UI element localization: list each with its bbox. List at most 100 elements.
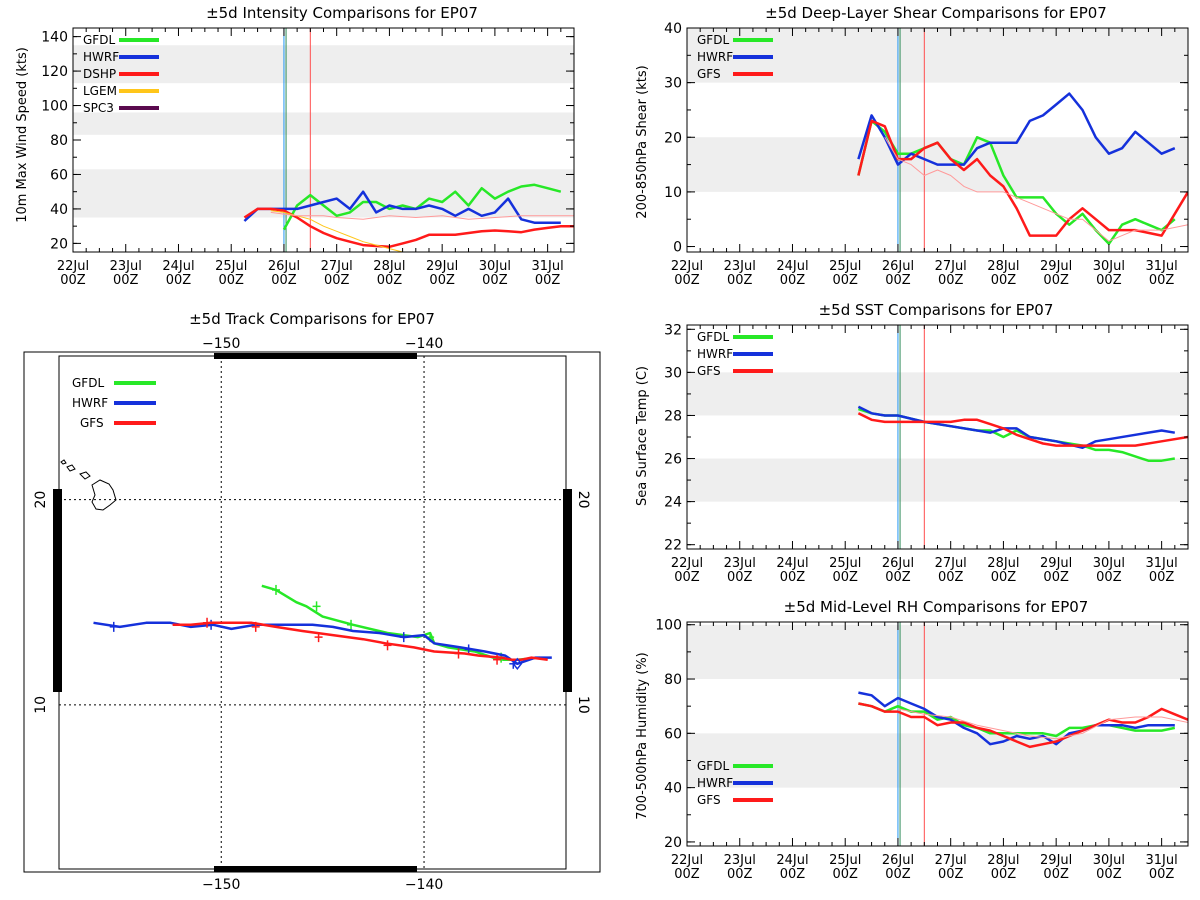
legend-label: GFS bbox=[80, 416, 104, 430]
shaded-band bbox=[73, 169, 574, 218]
x-tick-label-time: 00Z bbox=[938, 273, 964, 288]
shaded-band bbox=[73, 112, 574, 135]
x-tick-label: 28Jul bbox=[987, 853, 1019, 868]
x-tick-label: 31Jul bbox=[1146, 853, 1178, 868]
x-tick-label: 25Jul bbox=[215, 259, 247, 274]
series-line-dshp bbox=[243, 207, 574, 249]
y-tick-label: 100 bbox=[41, 99, 68, 115]
y-tick-label: 26 bbox=[664, 452, 682, 468]
lat-label-right: 20 bbox=[575, 491, 591, 509]
chart-title: ±5d Mid-Level RH Comparisons for EP07 bbox=[784, 598, 1089, 616]
x-tick-label: 22Jul bbox=[671, 259, 703, 274]
legend-label: GFDL bbox=[72, 376, 104, 390]
legend-label: DSHP bbox=[83, 67, 116, 81]
x-tick-label: 23Jul bbox=[724, 556, 756, 571]
x-tick-label-time: 00Z bbox=[166, 273, 192, 288]
lon-label-bottom: −140 bbox=[405, 877, 443, 893]
x-tick-label-time: 00Z bbox=[271, 273, 297, 288]
x-tick-label-time: 00Z bbox=[991, 570, 1017, 585]
lon-label-bottom: −150 bbox=[202, 877, 240, 893]
x-tick-label: 26Jul bbox=[882, 556, 914, 571]
lon-label-top: −150 bbox=[202, 336, 240, 352]
x-tick-label: 24Jul bbox=[776, 259, 808, 274]
x-tick-label: 23Jul bbox=[724, 853, 756, 868]
shaded-band bbox=[687, 458, 1188, 502]
x-tick-label: 29Jul bbox=[1040, 556, 1072, 571]
x-tick-label-time: 00Z bbox=[727, 570, 753, 585]
x-tick-label-time: 00Z bbox=[832, 570, 858, 585]
x-tick-label: 26Jul bbox=[882, 259, 914, 274]
series-line-gfs bbox=[857, 412, 1188, 447]
legend-label: SPC3 bbox=[83, 101, 114, 115]
series-line-gfs-prev bbox=[884, 137, 1188, 242]
x-tick-label-time: 00Z bbox=[885, 570, 911, 585]
legend-label: HWRF bbox=[697, 776, 733, 790]
legend-label: LGEM bbox=[83, 84, 117, 98]
y-tick-label: 40 bbox=[664, 781, 682, 797]
x-tick-label-time: 00Z bbox=[674, 570, 700, 585]
chart-title: ±5d Deep-Layer Shear Comparisons for EP0… bbox=[765, 4, 1107, 22]
plot-frame bbox=[686, 324, 1189, 550]
x-tick-label-time: 00Z bbox=[482, 273, 508, 288]
x-tick-label-time: 00Z bbox=[1043, 273, 1069, 288]
x-tick-label-time: 00Z bbox=[1096, 570, 1122, 585]
x-tick-label-time: 00Z bbox=[938, 570, 964, 585]
x-tick-label: 25Jul bbox=[829, 259, 861, 274]
x-tick-label-time: 00Z bbox=[885, 867, 911, 882]
legend-label: GFS bbox=[697, 67, 721, 81]
oahu-island-icon bbox=[66, 464, 76, 472]
y-tick-label: 10 bbox=[664, 185, 682, 201]
x-tick-label: 31Jul bbox=[532, 259, 564, 274]
map-border-right bbox=[563, 489, 572, 692]
x-tick-label: 27Jul bbox=[935, 259, 967, 274]
x-tick-label-time: 00Z bbox=[1043, 867, 1069, 882]
y-tick-label: 60 bbox=[664, 726, 682, 742]
series-line-gfs bbox=[858, 702, 1188, 749]
y-axis-label: 200-850hPa Shear (kts) bbox=[635, 65, 650, 218]
x-tick-label-time: 00Z bbox=[885, 273, 911, 288]
x-tick-label-time: 00Z bbox=[674, 273, 700, 288]
x-tick-label-time: 00Z bbox=[429, 273, 455, 288]
shaded-band bbox=[73, 45, 574, 84]
x-tick-label-time: 00Z bbox=[727, 273, 753, 288]
hawaii-island-icon bbox=[91, 479, 117, 511]
x-tick-label-time: 00Z bbox=[324, 273, 350, 288]
x-tick-label-time: 00Z bbox=[780, 273, 806, 288]
y-tick-label: 120 bbox=[41, 64, 68, 80]
x-tick-label-time: 00Z bbox=[377, 273, 403, 288]
x-tick-label: 30Jul bbox=[1093, 259, 1125, 274]
y-tick-label: 24 bbox=[664, 495, 682, 511]
y-tick-label: 40 bbox=[50, 202, 68, 218]
maui-island-icon bbox=[79, 471, 91, 480]
y-tick-label: 60 bbox=[50, 167, 68, 183]
x-tick-label: 31Jul bbox=[1146, 556, 1178, 571]
legend-label: GFDL bbox=[697, 759, 729, 773]
lon-label-top: −140 bbox=[405, 336, 443, 352]
x-tick-label-time: 00Z bbox=[832, 273, 858, 288]
x-tick-label-time: 00Z bbox=[535, 273, 561, 288]
x-tick-label: 30Jul bbox=[1093, 853, 1125, 868]
x-tick-label: 23Jul bbox=[110, 259, 142, 274]
x-tick-label-time: 00Z bbox=[780, 867, 806, 882]
x-tick-label: 23Jul bbox=[724, 259, 756, 274]
series-line-gfdl bbox=[858, 702, 1176, 738]
legend-label: HWRF bbox=[697, 50, 733, 64]
y-tick-label: 20 bbox=[664, 835, 682, 851]
y-axis-label: Sea Surface Temp (C) bbox=[635, 366, 650, 506]
x-tick-label: 24Jul bbox=[162, 259, 194, 274]
rh-panel: ±5d Mid-Level RH Comparisons for EP07 70… bbox=[635, 598, 1189, 882]
track-line-hwrf bbox=[93, 621, 552, 666]
legend-label: HWRF bbox=[72, 396, 108, 410]
shaded-band bbox=[687, 624, 1188, 680]
y-tick-label: 28 bbox=[664, 408, 682, 424]
series-line-dshp-prev bbox=[270, 211, 574, 220]
x-tick-label: 24Jul bbox=[776, 853, 808, 868]
y-tick-label: 0 bbox=[673, 240, 682, 256]
series-line-hwrf bbox=[858, 691, 1175, 746]
lat-label-left: 20 bbox=[33, 491, 49, 509]
x-tick-label: 29Jul bbox=[1040, 259, 1072, 274]
y-tick-label: 100 bbox=[655, 618, 682, 634]
x-tick-label: 29Jul bbox=[426, 259, 458, 274]
y-tick-label: 32 bbox=[664, 322, 682, 338]
